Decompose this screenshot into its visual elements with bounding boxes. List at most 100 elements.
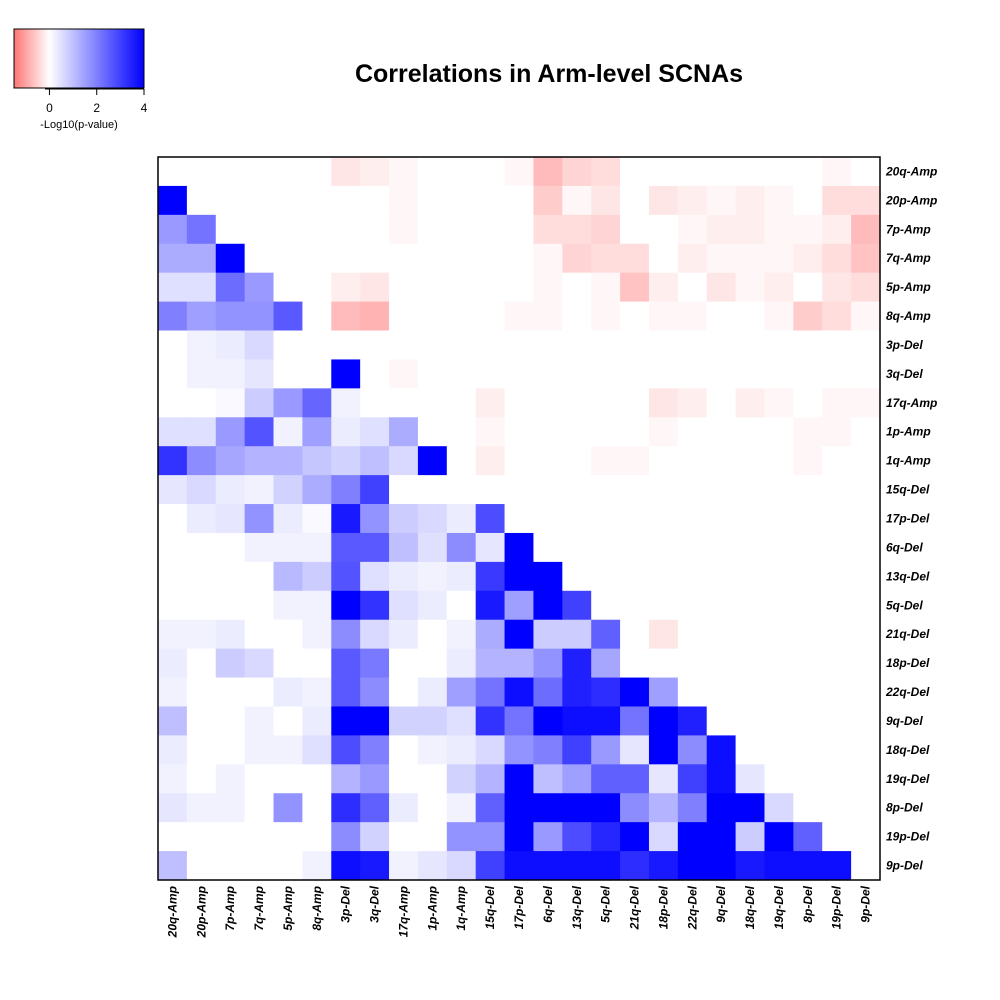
heatmap-cell-19q-Del-7p-Amp: [215, 764, 246, 794]
heatmap-cell-13q-Del-17p-Del: [504, 561, 534, 592]
heatmap-cell-8q-Amp-17p-Del: [504, 301, 534, 331]
heatmap-cell-7p-Amp-22q-Del: [677, 214, 708, 245]
heatmap-cell-6q-Del-7p-Amp: [215, 532, 246, 563]
heatmap-cell-5p-Amp-6q-Del: [533, 272, 563, 302]
heatmap-cell-7p-Amp-6q-Del: [533, 214, 563, 245]
heatmap-cell-21q-Del-8q-Amp: [302, 619, 332, 650]
row-label-3p-Del: 3p-Del: [886, 338, 923, 352]
heatmap-cell-8p-Del-17p-Del: [504, 793, 534, 823]
heatmap-cell-8q-Amp-19q-Del: [764, 301, 794, 331]
heatmap-cell-22q-Del-5p-Amp: [273, 677, 303, 707]
heatmap-cell-9q-Del-3p-Del: [331, 706, 361, 736]
heatmap-cell-15q-Del-1p-Amp: [417, 475, 448, 505]
column-label-9q-Del: 9q-Del: [714, 885, 728, 922]
heatmap-cell-15q-Del-22q-Del: [677, 475, 708, 505]
heatmap-cell-7p-Amp-9q-Del: [706, 214, 736, 245]
heatmap-cell-8q-Amp-7p-Amp: [215, 301, 246, 331]
heatmap-cell-5p-Amp-18p-Del: [648, 272, 679, 302]
heatmap-cell-17p-Del-17p-Del: [504, 504, 534, 534]
color-key-tick-label: 0: [46, 101, 53, 115]
heatmap-cell-9q-Del-15q-Del: [475, 706, 505, 736]
heatmap-cell-15q-Del-1q-Amp: [446, 475, 477, 505]
heatmap-cell-13q-Del-9q-Del: [706, 561, 736, 592]
heatmap-cell-19p-Del-9q-Del: [706, 822, 736, 852]
heatmap-cell-15q-Del-9q-Del: [706, 475, 736, 505]
heatmap-cell-13q-Del-19p-Del: [822, 561, 852, 592]
heatmap-cell-21q-Del-3q-Del: [360, 619, 390, 650]
row-label-7p-Amp: 7p-Amp: [886, 222, 931, 236]
heatmap-cell-1p-Amp-20p-Amp: [186, 417, 217, 447]
heatmap-cell-1q-Amp-5p-Amp: [273, 446, 303, 476]
heatmap-cell-8q-Amp-21q-Del: [620, 301, 650, 331]
heatmap-cell-7q-Amp-13q-Del: [562, 243, 592, 274]
heatmap-cell-1q-Amp-1q-Amp: [446, 446, 477, 476]
heatmap-cell-9p-Del-6q-Del: [533, 851, 563, 881]
row-label-1q-Amp: 1q-Amp: [886, 454, 931, 468]
column-label-6q-Del: 6q-Del: [541, 885, 555, 922]
heatmap-cell-9p-Del-7q-Amp: [244, 851, 274, 881]
heatmap-cell-1p-Amp-8q-Amp: [302, 417, 332, 447]
heatmap-cell-18p-Del-20p-Amp: [186, 648, 217, 678]
heatmap-cell-20q-Amp-20q-Amp: [158, 157, 188, 187]
heatmap-cell-21q-Del-20p-Amp: [186, 619, 217, 650]
heatmap-cell-5q-Del-17p-Del: [504, 590, 534, 621]
heatmap-cell-3p-Del-17p-Del: [504, 330, 534, 360]
heatmap-cell-18p-Del-3p-Del: [331, 648, 361, 678]
heatmap-cell-18p-Del-13q-Del: [562, 648, 592, 678]
heatmap-cell-18p-Del-1p-Amp: [417, 648, 448, 678]
heatmap-cell-3p-Del-17q-Amp: [389, 330, 419, 360]
heatmap-cell-22q-Del-18q-Del: [735, 677, 765, 707]
heatmap-cell-8p-Del-7p-Amp: [215, 793, 246, 823]
row-label-20q-Amp: 20q-Amp: [885, 164, 937, 178]
heatmap-cell-15q-Del-3q-Del: [360, 475, 390, 505]
heatmap-cell-5q-Del-9p-Del: [851, 590, 881, 621]
heatmap-cell-3q-Del-18q-Del: [735, 359, 765, 389]
heatmap-cell-18q-Del-5p-Amp: [273, 735, 303, 765]
column-label-8p-Del: 8p-Del: [801, 885, 815, 922]
heatmap-cell-17q-Amp-17p-Del: [504, 388, 534, 418]
heatmap-cell-22q-Del-1q-Amp: [446, 677, 477, 707]
heatmap-cell-1q-Amp-15q-Del: [475, 446, 505, 476]
heatmap-cell-8p-Del-18p-Del: [648, 793, 679, 823]
heatmap-cell-1p-Amp-18q-Del: [735, 417, 765, 447]
heatmap-cell-20p-Amp-7q-Amp: [244, 185, 274, 216]
heatmap-cell-20p-Amp-13q-Del: [562, 185, 592, 216]
heatmap-cell-5q-Del-5p-Amp: [273, 590, 303, 621]
heatmap-cell-17q-Amp-22q-Del: [677, 388, 708, 418]
row-label-8p-Del: 8p-Del: [886, 801, 923, 815]
heatmap-cell-19p-Del-20q-Amp: [158, 822, 188, 852]
heatmap-cell-22q-Del-21q-Del: [620, 677, 650, 707]
heatmap-cell-1q-Amp-18q-Del: [735, 446, 765, 476]
color-key-tick-label: 4: [141, 101, 148, 115]
heatmap-cell-19p-Del-8p-Del: [793, 822, 823, 852]
heatmap-cell-20q-Amp-5q-Del: [591, 157, 621, 187]
heatmap-cell-7q-Amp-22q-Del: [677, 243, 708, 274]
row-label-13q-Del: 13q-Del: [886, 569, 930, 583]
heatmap-cell-7q-Amp-9p-Del: [851, 243, 881, 274]
heatmap-cell-3p-Del-1p-Amp: [417, 330, 448, 360]
heatmap-cell-1p-Amp-7p-Amp: [215, 417, 246, 447]
heatmap-cell-19q-Del-19q-Del: [764, 764, 794, 794]
heatmap-cell-5p-Amp-8q-Amp: [302, 272, 332, 302]
heatmap-cell-19p-Del-18q-Del: [735, 822, 765, 852]
heatmap-cell-19p-Del-5p-Amp: [273, 822, 303, 852]
heatmap-cell-8q-Amp-3q-Del: [360, 301, 390, 331]
heatmap-cell-9p-Del-21q-Del: [620, 851, 650, 881]
heatmap-cell-5p-Amp-8p-Del: [793, 272, 823, 302]
heatmap-cell-3q-Del-13q-Del: [562, 359, 592, 389]
heatmap-cell-19q-Del-22q-Del: [677, 764, 708, 794]
heatmap-cell-18p-Del-1q-Amp: [446, 648, 477, 678]
heatmap-cell-19q-Del-21q-Del: [620, 764, 650, 794]
heatmap-cell-18q-Del-9p-Del: [851, 735, 881, 765]
heatmap-cell-1p-Amp-9p-Del: [851, 417, 881, 447]
heatmap-cell-9p-Del-17p-Del: [504, 851, 534, 881]
heatmap-cell-19p-Del-13q-Del: [562, 822, 592, 852]
heatmap-cell-19q-Del-3p-Del: [331, 764, 361, 794]
heatmap-cell-17q-Amp-20q-Amp: [158, 388, 188, 418]
heatmap-cell-20q-Amp-21q-Del: [620, 157, 650, 187]
heatmap-cell-7p-Amp-7q-Amp: [244, 214, 274, 245]
heatmap-cell-18q-Del-18q-Del: [735, 735, 765, 765]
heatmap-cell-6q-Del-20q-Amp: [158, 532, 188, 563]
heatmap-cell-1q-Amp-8q-Amp: [302, 446, 332, 476]
heatmap-cell-20q-Amp-17p-Del: [504, 157, 534, 187]
